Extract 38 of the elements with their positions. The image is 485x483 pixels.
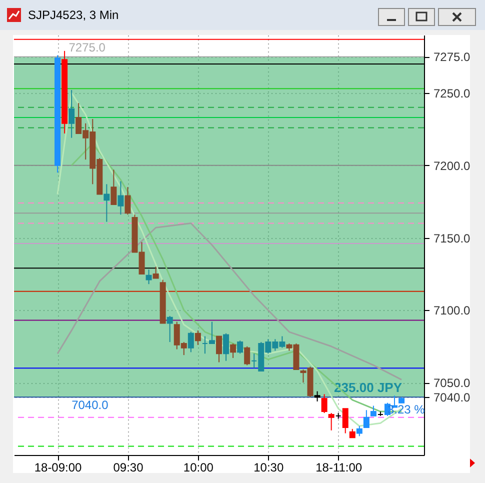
candlestick xyxy=(146,269,152,285)
candlestick xyxy=(363,410,370,428)
candlestick xyxy=(237,340,244,354)
candlestick xyxy=(188,331,194,353)
candlestick xyxy=(124,186,131,216)
candlestick xyxy=(244,346,250,366)
chart-title: SJPJ4523, 3 Min xyxy=(28,8,119,22)
annotation: 7275.0 xyxy=(68,40,106,55)
annotation: 7040.0 xyxy=(72,398,109,412)
y-tick-label: 7250.0 xyxy=(434,86,471,100)
candlestick xyxy=(356,426,362,437)
candlestick xyxy=(314,390,320,402)
candlestick xyxy=(342,408,348,434)
y-tick-label: 7100.0 xyxy=(434,304,471,318)
candlestick xyxy=(152,266,159,279)
candlestick xyxy=(321,394,328,414)
candlestick xyxy=(118,180,124,216)
x-tick-label: 18-09:00 xyxy=(34,460,82,474)
candlestick xyxy=(328,412,334,431)
candlestick xyxy=(223,332,230,362)
x-tick-label: 09:30 xyxy=(113,460,144,474)
candlestick xyxy=(194,330,201,346)
x-tick-label: 10:00 xyxy=(183,460,214,474)
y-tick-label: 7275.0 xyxy=(434,50,471,64)
candlestick xyxy=(110,169,117,205)
candlestick xyxy=(230,342,236,358)
candlestick xyxy=(216,336,222,363)
candlestick xyxy=(370,405,376,416)
y-tick-label: 7050.0 xyxy=(434,376,471,390)
x-tick-label: 18-11:00 xyxy=(316,460,362,474)
candlestick xyxy=(166,315,173,343)
y-tick-label: 7150.0 xyxy=(434,231,471,246)
band-label: 235.00 JPY xyxy=(334,380,402,396)
candlestick xyxy=(68,90,75,138)
x-tick-label: 10:30 xyxy=(254,460,284,474)
y-tick-label: 7040.0 xyxy=(434,390,471,405)
candlestick xyxy=(104,184,110,222)
y-tick-label: 7200.0 xyxy=(434,158,471,173)
